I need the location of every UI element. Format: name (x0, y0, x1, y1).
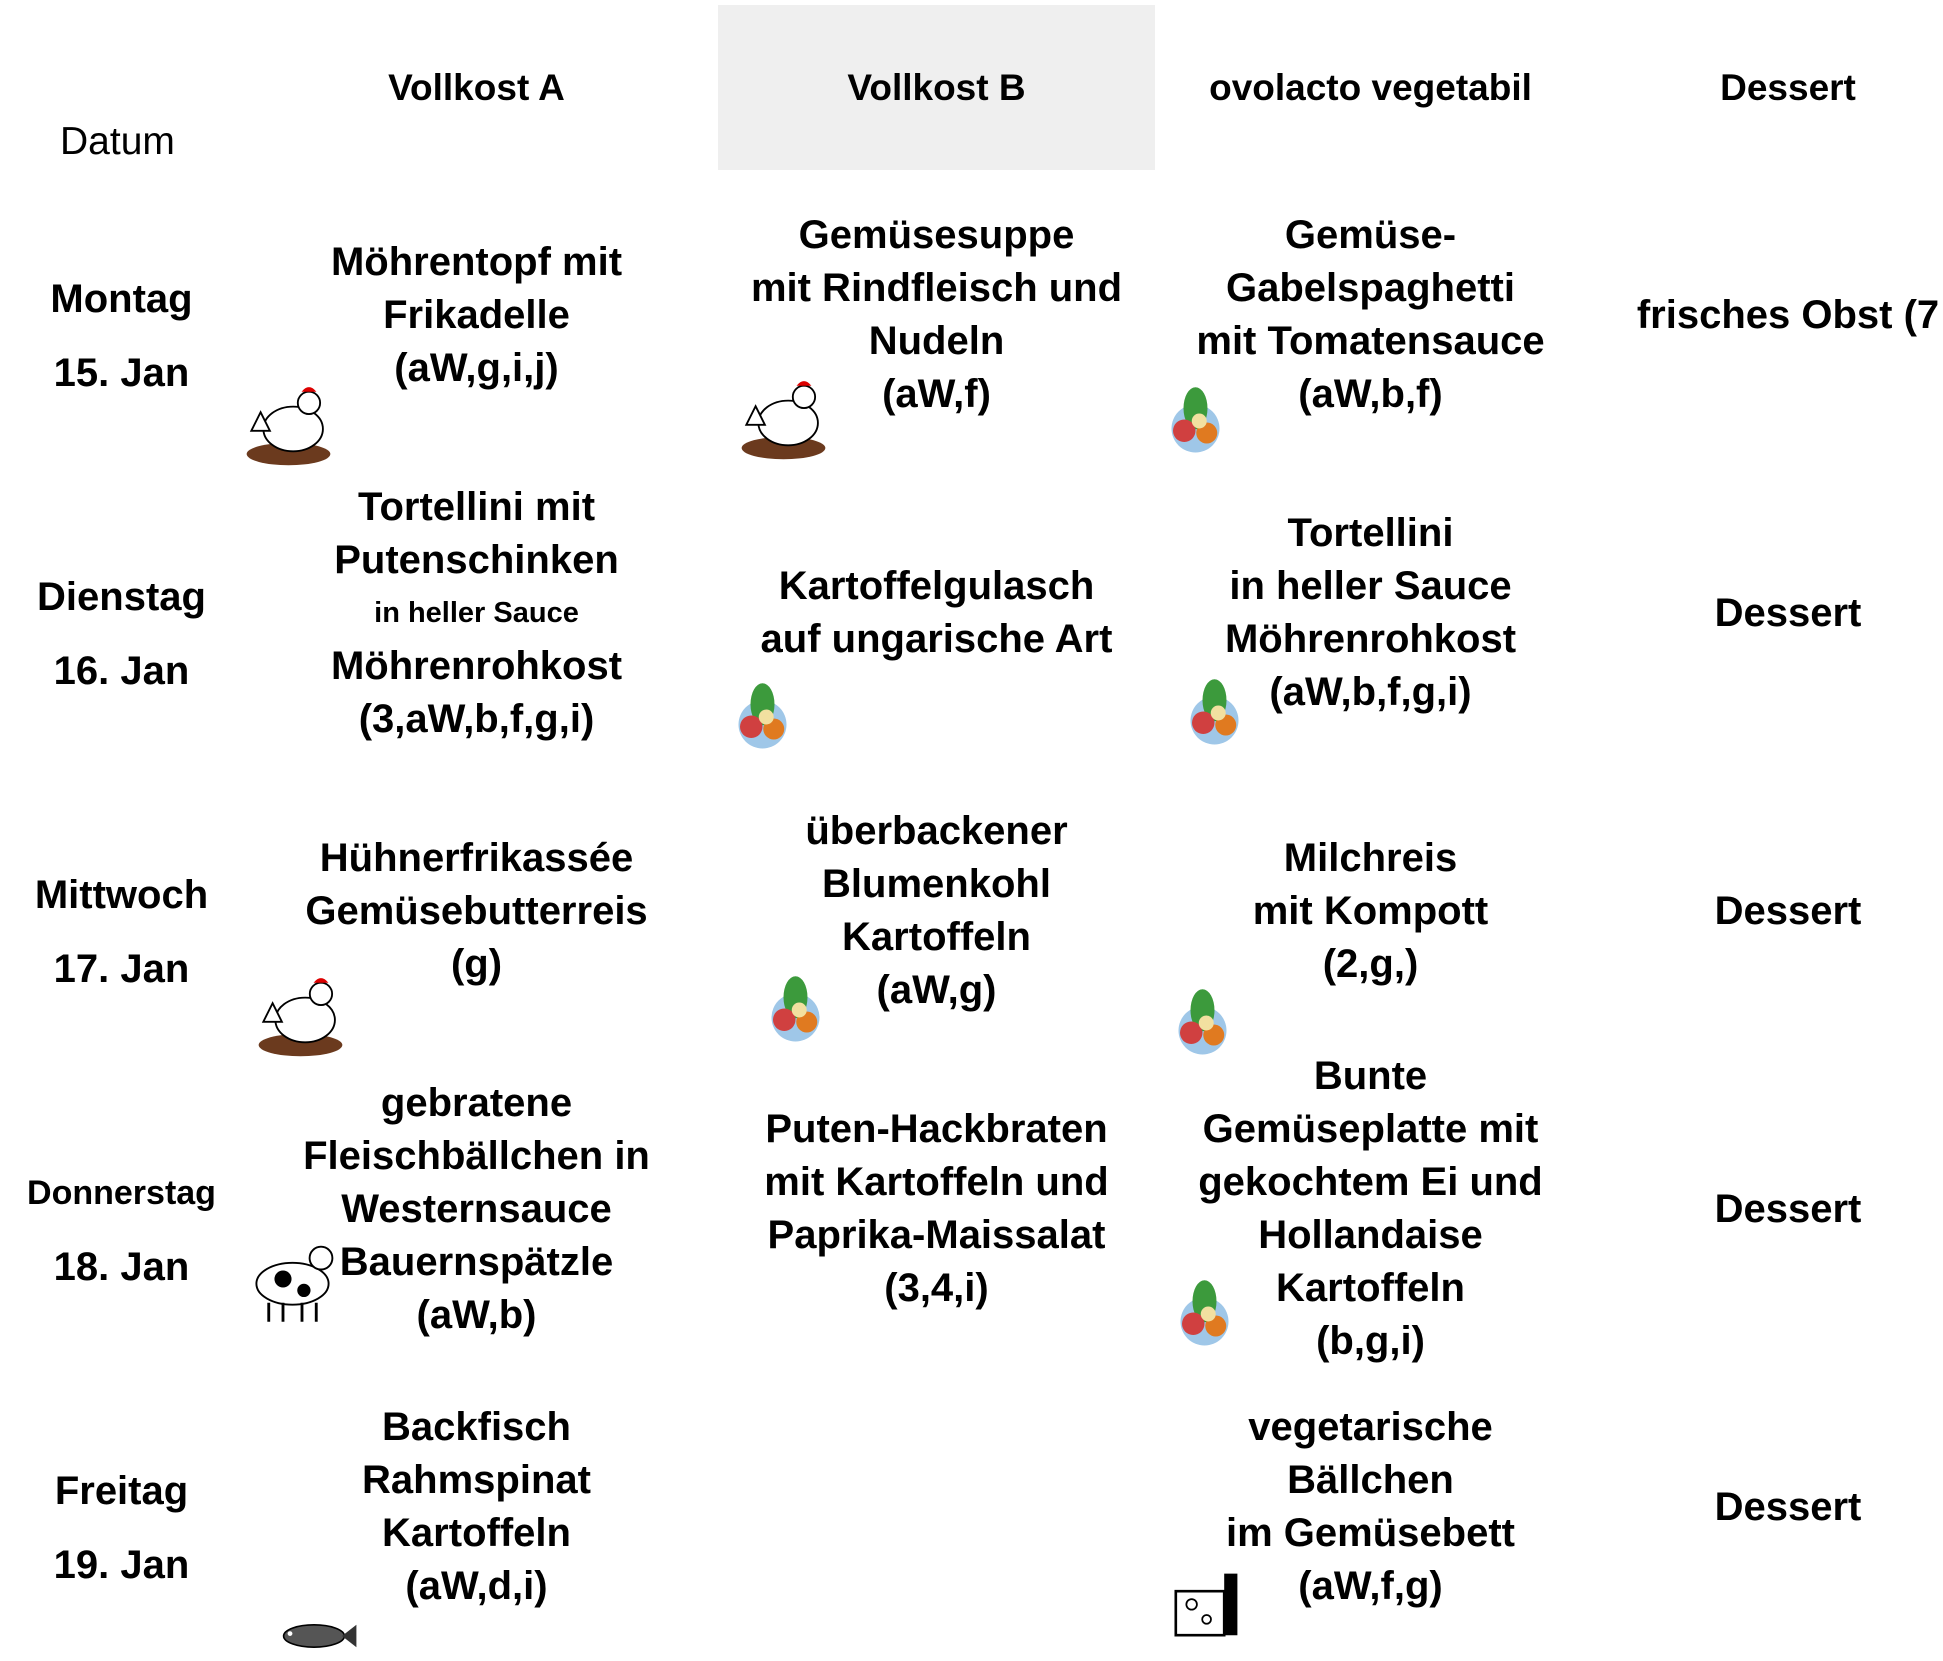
meal-line: Gemüsesuppe (798, 213, 1075, 257)
vegetarian-cell: Gemüse- Gabelspaghetti mit Tomatensauce (aW… (1155, 156, 1586, 474)
meal-line: frisches Obst (7 (1636, 292, 1940, 337)
column-header: Vollkost B (847, 67, 1026, 108)
vollkost-a-cell: Möhrentopf mit Frikadelle (aW,g,i,j) (235, 156, 718, 474)
vollkost-b-cell: überbackener Blumenkohl Kartoffeln (aW,g) (718, 752, 1155, 1070)
meal-line: (aW,g) (876, 968, 997, 1012)
vegetarian-cell: Bunte Gemüseplatte mit gekochtem Ei und Hol… (1155, 1050, 1586, 1368)
column-header: Vollkost A (388, 67, 565, 108)
meal-line: Tortellini (1287, 511, 1454, 555)
meal-line: Tortellini mit (357, 484, 596, 529)
column-header: ovolacto vegetabil (1209, 67, 1532, 108)
meal-line: Möhrentopf mit (330, 239, 623, 284)
vollkost-a-cell: Tortellini mit Putenschinken in heller Sau… (235, 454, 718, 772)
dessert-cell: frisches Obst (7 (1586, 156, 1943, 474)
meal-line: (2,g,) (1322, 941, 1419, 986)
day-name: Donnerstag (27, 1173, 216, 1212)
meal-line: Westernsauce (341, 1186, 612, 1231)
meal-line: in heller Sauce (1229, 564, 1512, 608)
dessert-cell: Dessert (1586, 454, 1943, 772)
vollkost-a-cell: Backfisch Rahmspinat Kartoffeln (aW,d,i) (235, 1348, 718, 1661)
meal-line: Puten-Hackbraten (765, 1107, 1108, 1151)
meal-line: mit Rindfleisch und (750, 266, 1123, 310)
date-header: Datum (60, 120, 175, 163)
column-header: Dessert (1720, 67, 1856, 108)
dessert-cell: Dessert (1586, 752, 1943, 1070)
vollkost-b-cell: Kartoffelgulasch auf ungarische Art (718, 454, 1155, 772)
day-date: 18. Jan (53, 1244, 190, 1289)
dessert-cell: Dessert (1586, 1348, 1943, 1661)
day-name: Freitag (54, 1468, 189, 1513)
meal-line: Fleischbällchen in (303, 1133, 650, 1178)
vollkost-a-cell: Hühnerfrikassée Gemüsebutterreis (g) (235, 752, 718, 1070)
meal-line: gekochtem Ei und (1198, 1160, 1543, 1204)
meal-line: Blumenkohl (822, 862, 1051, 906)
meal-line: Gemüse- (1284, 213, 1457, 257)
meal-line: (aW,b) (416, 1292, 537, 1337)
vegetarian-cell: Milchreis mit Kompott (2,g,) (1155, 752, 1586, 1070)
meal-line: Dessert (1714, 590, 1862, 635)
meal-line: (aW,b,f,g,i) (1269, 670, 1472, 714)
meal-line: mit Kartoffeln und (764, 1160, 1109, 1204)
meal-line: Kartoffeln (842, 915, 1031, 959)
meal-line: Frikadelle (383, 292, 570, 337)
day-name: Dienstag (37, 574, 206, 619)
meal-line: Bällchen (1287, 1458, 1454, 1502)
meal-line: (aW,g,i,j) (394, 345, 559, 390)
meal-line: Paprika-Maissalat (767, 1213, 1106, 1257)
meal-line: Dessert (1714, 888, 1862, 933)
meal-line: Milchreis (1283, 835, 1458, 880)
meal-line: auf ungarische Art (760, 617, 1113, 661)
meal-line: Rahmspinat (362, 1458, 591, 1502)
header-highlight (718, 5, 1155, 170)
meal-line: (aW,d,i) (405, 1564, 548, 1608)
meal-line: Hühnerfrikassée (319, 835, 634, 880)
meal-line: Gemüsebutterreis (305, 888, 648, 933)
meal-line: Bauernspätzle (339, 1239, 614, 1284)
meal-line: Kartoffeln (382, 1511, 571, 1555)
vollkost-b-cell (718, 1348, 1155, 1661)
meal-line: Kartoffeln (1276, 1266, 1465, 1310)
vollkost-b-cell: Puten-Hackbraten mit Kartoffeln und Paprik… (718, 1050, 1155, 1368)
meal-line: Hollandaise (1258, 1213, 1483, 1257)
meal-line: Möhrenrohkost (330, 643, 623, 688)
day-name: Montag (50, 276, 193, 321)
meal-line: Nudeln (868, 319, 1005, 363)
meal-line: (g) (450, 941, 503, 986)
meal-line: (aW,f,g) (1298, 1564, 1443, 1608)
day-date: 16. Jan (53, 648, 190, 693)
meal-line: Kartoffelgulasch (778, 564, 1095, 608)
meal-line: (aW,f) (882, 372, 991, 416)
meal-line: Möhrenrohkost (1224, 617, 1517, 661)
meal-line: Putenschinken (334, 537, 619, 582)
meal-line: Dessert (1714, 1484, 1862, 1529)
meal-line: vegetarische (1248, 1405, 1493, 1449)
meal-line: mit Kompott (1252, 888, 1489, 933)
day-date: 19. Jan (53, 1542, 190, 1587)
meal-line: Bunte (1313, 1054, 1428, 1098)
vollkost-b-cell: Gemüsesuppe mit Rindfleisch und Nudeln (aW,… (718, 156, 1155, 474)
meal-line: in heller Sauce (374, 596, 579, 629)
vollkost-a-cell: gebratene Fleischbällchen in Westernsauce B… (235, 1050, 718, 1368)
meal-line: Gabelspaghetti (1226, 266, 1515, 310)
meal-line: gebratene (380, 1080, 573, 1125)
meal-line: (aW,b,f) (1298, 372, 1443, 416)
meal-line: (3,aW,b,f,g,i) (358, 696, 595, 741)
day-date: 17. Jan (53, 946, 190, 991)
meal-line: Dessert (1714, 1186, 1862, 1231)
meal-line: im Gemüsebett (1226, 1511, 1515, 1555)
dessert-cell: Dessert (1586, 1050, 1943, 1368)
day-date: 15. Jan (53, 350, 190, 395)
meal-line: (3,4,i) (884, 1266, 989, 1310)
meal-line: mit Tomatensauce (1196, 319, 1545, 363)
meal-line: (b,g,i) (1316, 1319, 1425, 1363)
vegetarian-cell: Tortellini in heller Sauce Möhrenrohkost (a… (1155, 454, 1586, 772)
meal-line: Gemüseplatte mit (1202, 1107, 1539, 1151)
vegetarian-cell: vegetarische Bällchen im Gemüsebett (aW,f,g… (1155, 1348, 1586, 1661)
meal-line: Backfisch (382, 1405, 571, 1449)
day-name: Mittwoch (34, 872, 209, 917)
meal-line: überbackener (805, 809, 1068, 853)
